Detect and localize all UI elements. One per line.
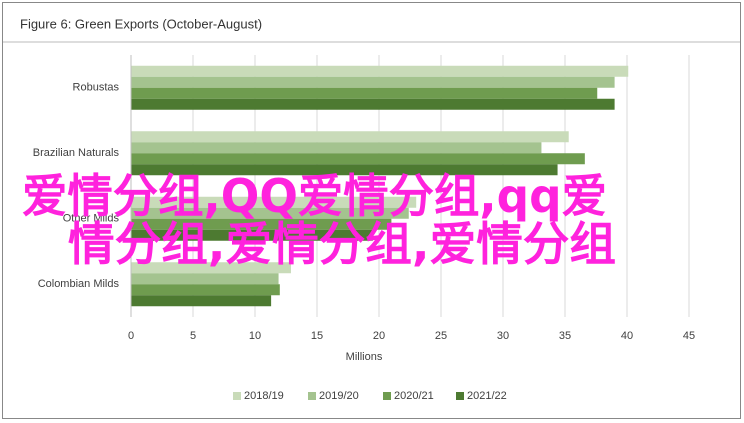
bar <box>131 76 615 88</box>
bar <box>131 262 291 274</box>
y-tick-label: Robustas <box>73 82 120 94</box>
bar <box>131 65 629 77</box>
bar <box>131 153 585 165</box>
legend-swatch <box>456 392 464 400</box>
y-tick-label: Brazilian Naturals <box>33 147 120 159</box>
x-axis-title: Millions <box>346 351 383 363</box>
bar <box>131 142 542 154</box>
legend-label: 2018/19 <box>244 390 284 402</box>
x-tick-label: 40 <box>621 330 633 342</box>
bar <box>131 207 409 219</box>
bar <box>131 273 279 285</box>
bar <box>131 131 569 143</box>
bar <box>131 164 558 176</box>
bar <box>131 284 280 296</box>
legend-swatch <box>233 392 241 400</box>
bar <box>131 229 373 241</box>
legend-swatch <box>383 392 391 400</box>
bar <box>131 218 392 230</box>
overlay-text: 情分组,爱情分组,爱情分组 <box>68 217 616 271</box>
x-tick-label: 15 <box>311 330 323 342</box>
x-tick-label: 0 <box>128 330 134 342</box>
bar <box>131 98 615 110</box>
bar <box>131 295 272 307</box>
overlay-text: 爱情分组,QQ爱情分组,qq爱 <box>22 169 607 223</box>
x-tick-label: 35 <box>559 330 571 342</box>
chart-title: Figure 6: Green Exports (October-August) <box>20 16 262 31</box>
legend-label: 2019/20 <box>319 390 359 402</box>
bar <box>131 196 417 208</box>
x-tick-label: 25 <box>435 330 447 342</box>
legend-label: 2020/21 <box>394 390 434 402</box>
x-tick-label: 45 <box>683 330 695 342</box>
x-tick-label: 10 <box>249 330 261 342</box>
legend-label: 2021/22 <box>467 390 507 402</box>
y-tick-label: Other Milds <box>63 213 120 225</box>
x-tick-label: 5 <box>190 330 196 342</box>
y-tick-label: Colombian Milds <box>38 278 120 290</box>
x-tick-label: 30 <box>497 330 509 342</box>
x-tick-label: 20 <box>373 330 385 342</box>
legend-swatch <box>308 392 316 400</box>
bar <box>131 87 598 99</box>
